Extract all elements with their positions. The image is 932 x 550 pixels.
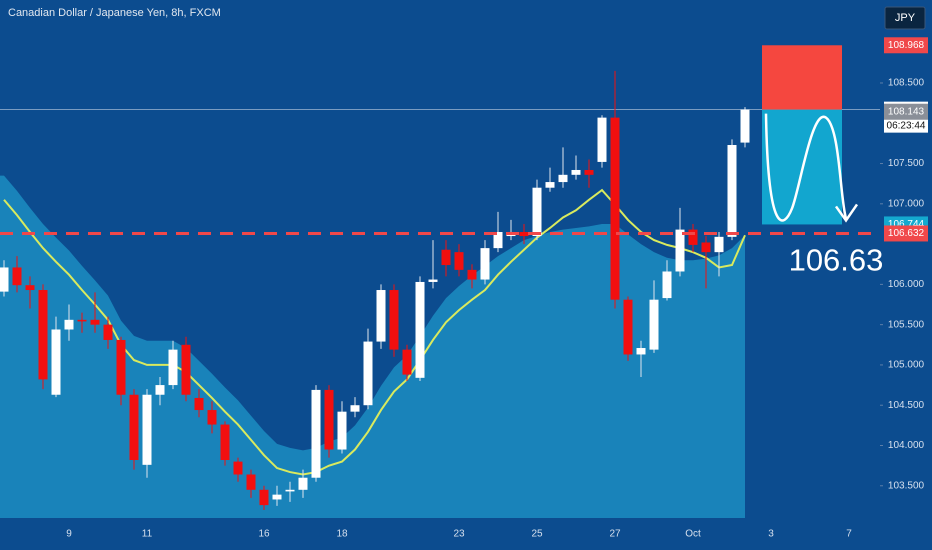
candle-body bbox=[233, 461, 243, 475]
candle-body bbox=[649, 299, 659, 350]
candle-body bbox=[389, 290, 399, 350]
level-annotation: 106.63 bbox=[789, 243, 884, 278]
y-tick-label: 107.500 bbox=[888, 158, 925, 169]
stop-zone bbox=[762, 45, 842, 110]
countdown-box bbox=[884, 117, 928, 133]
y-tick-label: 104.500 bbox=[888, 400, 925, 411]
y-tick-label: 108.500 bbox=[888, 78, 925, 89]
currency-button[interactable] bbox=[884, 6, 926, 30]
forecast-arrow bbox=[834, 203, 859, 223]
candle-body bbox=[571, 169, 581, 175]
price-label: 108.968 bbox=[888, 40, 925, 51]
candle-body bbox=[129, 394, 139, 460]
candle-body bbox=[64, 319, 74, 330]
candle-body bbox=[376, 290, 386, 342]
candle-body bbox=[337, 411, 347, 450]
candle-body bbox=[285, 489, 295, 492]
candle-body bbox=[415, 281, 425, 378]
chart-title: Canadian Dollar / Japanese Yen, 8h, FXCM bbox=[8, 7, 221, 19]
candle-body bbox=[402, 349, 412, 375]
x-tick-label: 18 bbox=[336, 529, 348, 540]
candle-body bbox=[428, 279, 438, 282]
moving-average bbox=[3, 188, 746, 476]
candle-body bbox=[155, 385, 165, 395]
x-tick-label: 23 bbox=[453, 529, 465, 540]
candle-body bbox=[688, 229, 698, 245]
candle-body bbox=[25, 285, 35, 291]
x-tick-label: 3 bbox=[768, 529, 774, 540]
candle-body bbox=[168, 349, 178, 386]
candle-body bbox=[584, 169, 594, 175]
candle-body bbox=[103, 324, 113, 340]
candle-body bbox=[467, 269, 477, 280]
candle-body bbox=[454, 252, 464, 270]
candle-body bbox=[623, 299, 633, 355]
candle-body bbox=[441, 249, 451, 266]
forecast-curve bbox=[764, 113, 848, 222]
countdown: 06:23:44 bbox=[887, 120, 926, 131]
candle-body bbox=[727, 145, 737, 237]
plot-area bbox=[0, 45, 880, 518]
candle-body bbox=[701, 242, 711, 253]
x-tick-label: 9 bbox=[66, 529, 72, 540]
candle-body bbox=[610, 117, 620, 300]
x-tick-label: Oct bbox=[685, 529, 701, 540]
candle-body bbox=[38, 290, 48, 380]
price-label: 106.744 bbox=[888, 219, 925, 230]
candle-body bbox=[675, 229, 685, 272]
candle-body bbox=[51, 329, 61, 395]
price-label: 106.632 bbox=[888, 228, 925, 239]
candle-body bbox=[519, 232, 529, 237]
candle-body bbox=[324, 389, 334, 450]
candle-body bbox=[636, 348, 646, 355]
candle-body bbox=[558, 174, 568, 183]
candle-body bbox=[142, 394, 152, 465]
candle-body bbox=[597, 117, 607, 162]
currency-label[interactable]: JPY bbox=[895, 12, 916, 24]
x-tick-label: 16 bbox=[258, 529, 270, 540]
candle-body bbox=[77, 319, 87, 322]
y-tick-label: 103.500 bbox=[888, 480, 925, 491]
price-label-box bbox=[884, 103, 928, 120]
price-label-box bbox=[884, 37, 928, 54]
candle-body bbox=[493, 232, 503, 249]
y-tick-label: 104.000 bbox=[888, 440, 925, 451]
x-tick-label: 25 bbox=[531, 529, 543, 540]
x-tick-label: 27 bbox=[609, 529, 621, 540]
cloud-area bbox=[0, 175, 745, 518]
candle-body bbox=[207, 410, 217, 425]
candle-body bbox=[194, 397, 204, 411]
price-label: 108.143 bbox=[888, 106, 925, 117]
candle-body bbox=[662, 271, 672, 299]
candle-body bbox=[0, 267, 9, 292]
candle-body bbox=[272, 494, 282, 500]
candle-body bbox=[311, 389, 321, 478]
y-tick-label: 105.500 bbox=[888, 319, 925, 330]
y-tick-label: 106.000 bbox=[888, 279, 925, 290]
candle-body bbox=[246, 474, 256, 490]
candle-body bbox=[220, 424, 230, 460]
candle-body bbox=[532, 187, 542, 237]
candle-body bbox=[116, 339, 126, 395]
x-tick-label: 11 bbox=[142, 529, 153, 540]
candle-body bbox=[350, 405, 360, 412]
price-label-box bbox=[884, 225, 928, 242]
x-tick-label: 7 bbox=[846, 529, 852, 540]
y-tick-label: 107.000 bbox=[888, 198, 925, 209]
candle-body bbox=[181, 344, 191, 395]
candle-body bbox=[363, 341, 373, 406]
candle-body bbox=[12, 267, 22, 286]
y-tick-label: 105.000 bbox=[888, 360, 925, 371]
candle-body bbox=[480, 248, 490, 280]
candle-body bbox=[714, 236, 724, 253]
candle-body bbox=[740, 109, 750, 143]
candle-body bbox=[298, 477, 308, 490]
candle-body bbox=[259, 489, 269, 506]
candle-body bbox=[90, 319, 100, 325]
candle-body bbox=[545, 182, 555, 188]
